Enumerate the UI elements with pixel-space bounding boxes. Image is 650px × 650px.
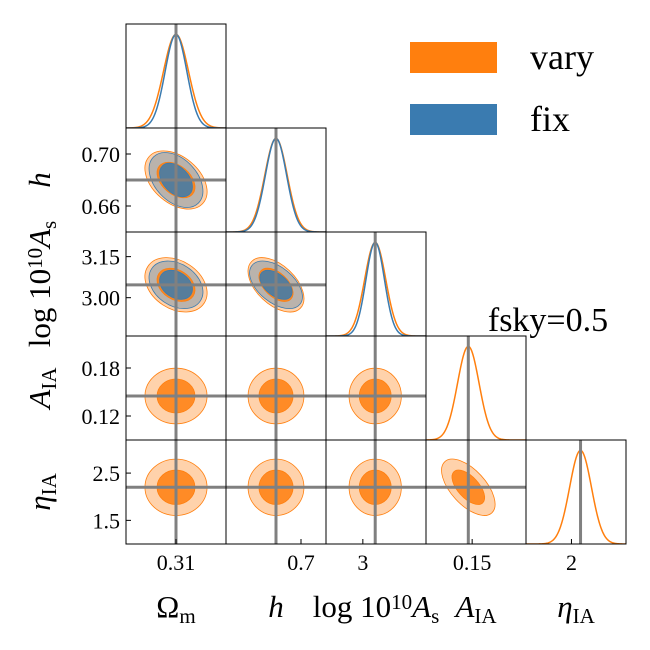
label-part: log 10 (22, 269, 57, 347)
panel (126, 336, 226, 440)
y-tick-label: 0.18 (82, 356, 121, 381)
x-axis-label: ηIA (557, 589, 595, 628)
y-axis-label: log 1010As (22, 221, 61, 348)
panel (326, 232, 426, 336)
panel (426, 336, 526, 440)
label-part: h (268, 589, 284, 624)
label-part: 10 (23, 248, 47, 269)
panel (126, 440, 226, 544)
panel (526, 440, 626, 544)
label-part: log 10 (313, 589, 391, 624)
y-tick-label: 3.00 (82, 286, 121, 311)
label-part: A (22, 228, 57, 250)
panel (126, 24, 226, 128)
posterior-1d (526, 449, 626, 544)
x-tick-label: 0.15 (453, 550, 492, 575)
y-axis-label: ηIA (22, 472, 61, 510)
label-part: m (179, 604, 195, 628)
label-part: η (22, 495, 57, 510)
legend-swatch (410, 104, 497, 135)
label-part: A (453, 589, 475, 624)
panel (226, 128, 326, 232)
label-part: η (557, 589, 572, 624)
panel (326, 440, 426, 544)
panel (226, 440, 326, 544)
label-part: 10 (391, 590, 412, 614)
y-tick-label: 1.5 (93, 508, 121, 533)
panel-frame (525, 439, 627, 545)
x-tick-label: 2 (566, 550, 577, 575)
x-axis-label: log 1010As (313, 589, 440, 628)
legend-swatch (410, 42, 497, 73)
annotation: fsky=0.5 (488, 302, 608, 339)
panel (226, 232, 326, 336)
label-part: IA (573, 604, 596, 628)
legend-label: vary (530, 37, 594, 77)
x-tick-label: 0.31 (157, 550, 196, 575)
y-axis-label: h (22, 172, 57, 188)
panel (226, 336, 326, 440)
y-tick-label: 3.15 (82, 245, 121, 270)
label-part: s (37, 221, 61, 229)
x-tick-label: 3 (357, 550, 368, 575)
label-part: h (22, 172, 57, 188)
label-part: A (22, 389, 57, 411)
posterior-1d (426, 345, 526, 440)
y-tick-label: 0.12 (82, 404, 121, 429)
panel (426, 440, 526, 544)
label-part: IA (37, 472, 61, 495)
label-part: IA (474, 604, 497, 628)
x-axis-label: AIA (453, 589, 497, 628)
x-axis-label: Ωm (156, 589, 195, 628)
label-part: A (410, 589, 432, 624)
y-tick-label: 2.5 (93, 461, 121, 486)
y-tick-label: 0.66 (82, 194, 121, 219)
panel (126, 232, 226, 336)
x-tick-label: 0.7 (287, 550, 315, 575)
panel (126, 128, 226, 232)
label-part: Ω (156, 589, 179, 624)
label-part: IA (37, 367, 61, 390)
panel-frame (425, 335, 527, 441)
x-axis-label: h (268, 589, 284, 624)
panel (326, 336, 426, 440)
label-part: s (431, 604, 439, 628)
y-axis-label: AIA (22, 367, 61, 411)
y-tick-label: 0.70 (82, 142, 121, 167)
legend-label: fix (530, 99, 570, 139)
